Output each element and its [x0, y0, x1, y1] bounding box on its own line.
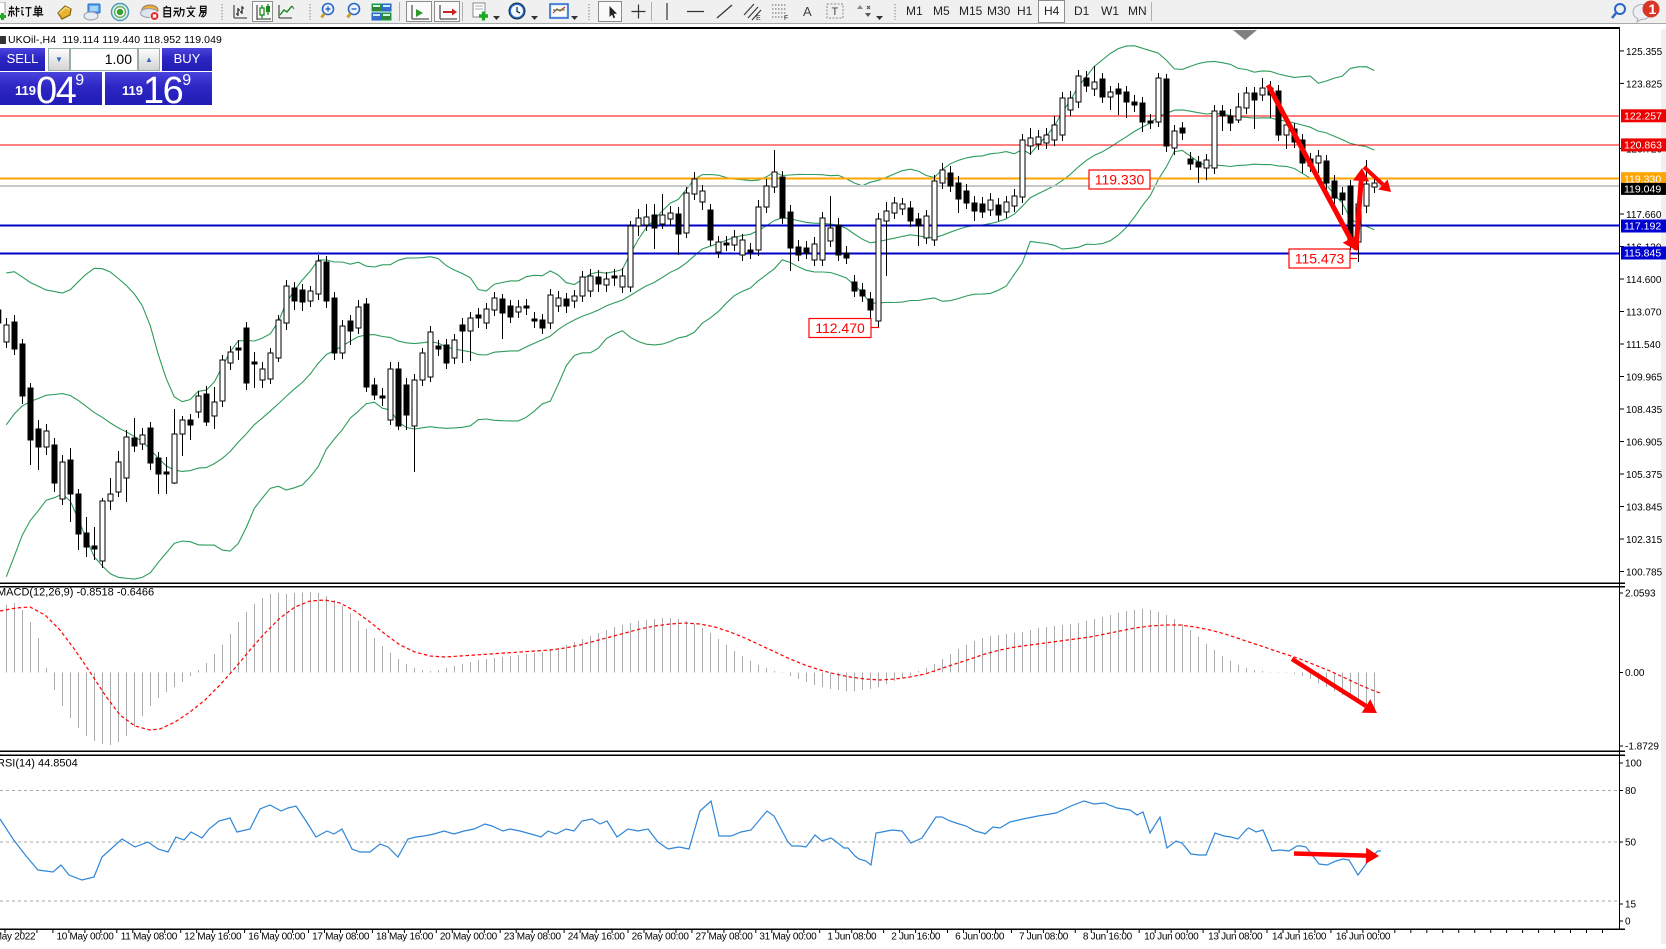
svg-text:123.825: 123.825 [1626, 79, 1663, 90]
svg-text:115.845: 115.845 [1624, 248, 1661, 260]
svg-text:100.785: 100.785 [1626, 568, 1663, 579]
svg-text:113.070: 113.070 [1626, 308, 1662, 319]
svg-text:100: 100 [1625, 759, 1642, 770]
svg-text:1: 1 [1649, 1, 1657, 17]
svg-text:F: F [784, 15, 788, 21]
svg-text:103.845: 103.845 [1626, 503, 1663, 514]
svg-text:MACD(12,26,9) -0.8518 -0.6466: MACD(12,26,9) -0.8518 -0.6466 [0, 587, 154, 599]
svg-text:120.863: 120.863 [1624, 140, 1662, 152]
svg-text:16 Jun 00:00: 16 Jun 00:00 [1336, 932, 1391, 943]
svg-text:109.965: 109.965 [1626, 373, 1663, 384]
svg-text:119.330: 119.330 [1624, 173, 1661, 185]
svg-text:27 May 08:00: 27 May 08:00 [696, 932, 754, 943]
svg-text:RSI(14) 44.8504: RSI(14) 44.8504 [0, 758, 78, 770]
svg-text:17 May 08:00: 17 May 08:00 [312, 932, 370, 943]
svg-text:7 Jun 08:00: 7 Jun 08:00 [1019, 932, 1069, 943]
svg-text:A: A [803, 4, 812, 19]
svg-text:108.435: 108.435 [1626, 405, 1663, 416]
svg-text:114.600: 114.600 [1626, 275, 1662, 286]
svg-text:6 Jun 00:00: 6 Jun 00:00 [955, 932, 1005, 943]
svg-text:23 May 08:00: 23 May 08:00 [504, 932, 562, 943]
svg-text:E: E [756, 15, 761, 21]
svg-text:31 May 00:00: 31 May 00:00 [759, 932, 817, 943]
svg-text:117.660: 117.660 [1626, 210, 1662, 221]
svg-text:112.470: 112.470 [815, 320, 865, 336]
svg-text:106.905: 106.905 [1626, 438, 1663, 449]
svg-text:16 May 00:00: 16 May 00:00 [248, 932, 306, 943]
svg-text:12 May 16:00: 12 May 16:00 [184, 932, 242, 943]
svg-text:117.192: 117.192 [1624, 221, 1661, 233]
svg-text:125.355: 125.355 [1626, 47, 1663, 58]
svg-text:111.540: 111.540 [1626, 340, 1661, 351]
svg-text:13 Jun 08:00: 13 Jun 08:00 [1208, 932, 1263, 943]
svg-text:T: T [832, 6, 839, 18]
svg-text:0.00: 0.00 [1625, 668, 1645, 679]
svg-text:80: 80 [1625, 786, 1637, 797]
svg-text:8 Jun 16:00: 8 Jun 16:00 [1083, 932, 1133, 943]
svg-text:1 Jun 08:00: 1 Jun 08:00 [827, 932, 877, 943]
svg-text:24 May 16:00: 24 May 16:00 [568, 932, 626, 943]
svg-text:119.049: 119.049 [1624, 184, 1661, 196]
svg-text:102.315: 102.315 [1626, 535, 1663, 546]
svg-text:10 May 00:00: 10 May 00:00 [57, 932, 115, 943]
svg-text:26 May 00:00: 26 May 00:00 [632, 932, 690, 943]
svg-text:50: 50 [1625, 838, 1637, 849]
svg-text:20 May 00:00: 20 May 00:00 [440, 932, 498, 943]
svg-text:105.375: 105.375 [1626, 470, 1663, 481]
svg-text:115.473: 115.473 [1295, 251, 1345, 267]
svg-text:9 May 2022: 9 May 2022 [0, 932, 36, 943]
svg-text:119.330: 119.330 [1095, 172, 1145, 188]
svg-text:15: 15 [1625, 900, 1637, 911]
svg-text:10 Jun 00:00: 10 Jun 00:00 [1144, 932, 1199, 943]
svg-text:2 Jun 16:00: 2 Jun 16:00 [891, 932, 941, 943]
svg-text:14 Jun 16:00: 14 Jun 16:00 [1272, 932, 1327, 943]
svg-text:11 May 08:00: 11 May 08:00 [121, 932, 178, 943]
svg-text:0: 0 [1625, 917, 1631, 928]
svg-text:-1.8729: -1.8729 [1625, 742, 1659, 753]
svg-text:122.257: 122.257 [1624, 111, 1662, 123]
svg-text:18 May 16:00: 18 May 16:00 [376, 932, 434, 943]
svg-text:2.0593: 2.0593 [1625, 589, 1656, 600]
